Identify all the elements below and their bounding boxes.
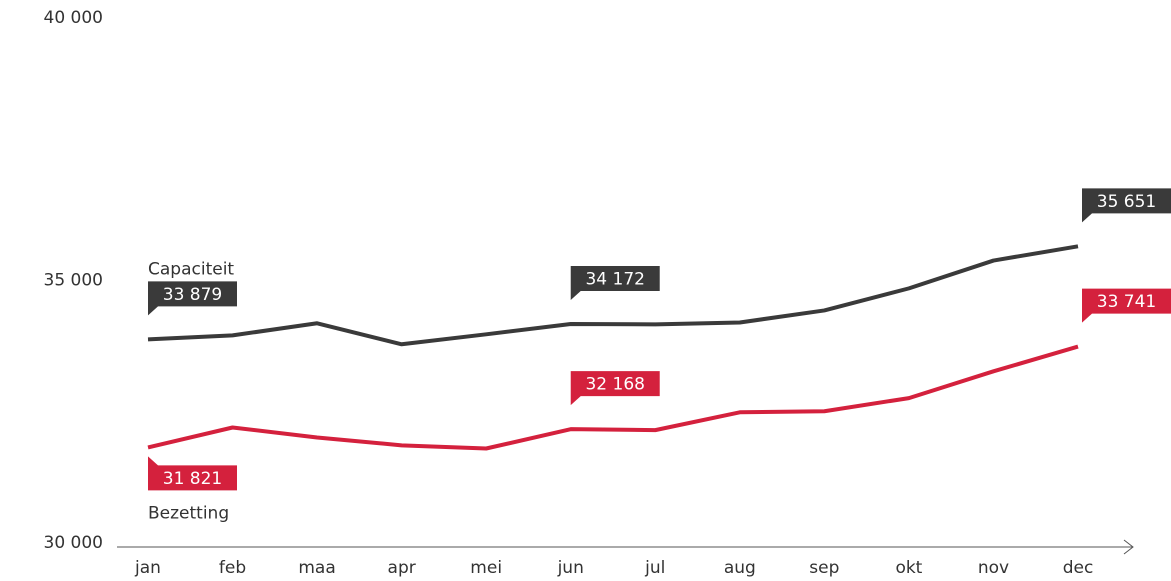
line-series — [147, 344, 1079, 451]
data-label: 33 879 — [163, 285, 222, 305]
x-tick-label: mei — [470, 558, 502, 578]
data-label: 32 168 — [585, 375, 644, 395]
data-label-box — [1082, 188, 1171, 223]
data-label: 33 741 — [1097, 292, 1156, 312]
data-label: 34 172 — [585, 269, 644, 289]
x-tick-label: feb — [219, 558, 246, 578]
data-label-box — [570, 371, 660, 406]
x-tick-label: dec — [1063, 558, 1094, 578]
x-tick-label: apr — [388, 558, 416, 578]
data-label-box — [148, 456, 237, 491]
x-tick-label: jun — [557, 558, 584, 578]
line-series — [147, 244, 1079, 347]
data-label: 35 651 — [1097, 192, 1156, 212]
x-tick-label: nov — [978, 558, 1009, 578]
y-tick-label: 30 000 — [44, 533, 103, 553]
x-tick-label: jan — [134, 558, 161, 578]
data-label-box — [148, 281, 237, 316]
data-label-box — [1082, 288, 1171, 323]
data-label-box — [570, 265, 660, 300]
x-tick-label: aug — [724, 558, 756, 578]
x-tick-label: okt — [895, 558, 922, 578]
y-tick-label: 40 000 — [44, 8, 103, 28]
y-tick-label: 35 000 — [44, 271, 103, 291]
x-tick-label: jul — [644, 558, 665, 578]
data-label: 31 821 — [163, 469, 222, 489]
legend-label: Bezetting — [148, 503, 229, 523]
legend-label: Capaciteit — [148, 259, 234, 279]
x-axis-arrow — [1123, 539, 1134, 555]
x-tick-label: maa — [298, 558, 335, 578]
x-tick-label: sep — [809, 558, 839, 578]
